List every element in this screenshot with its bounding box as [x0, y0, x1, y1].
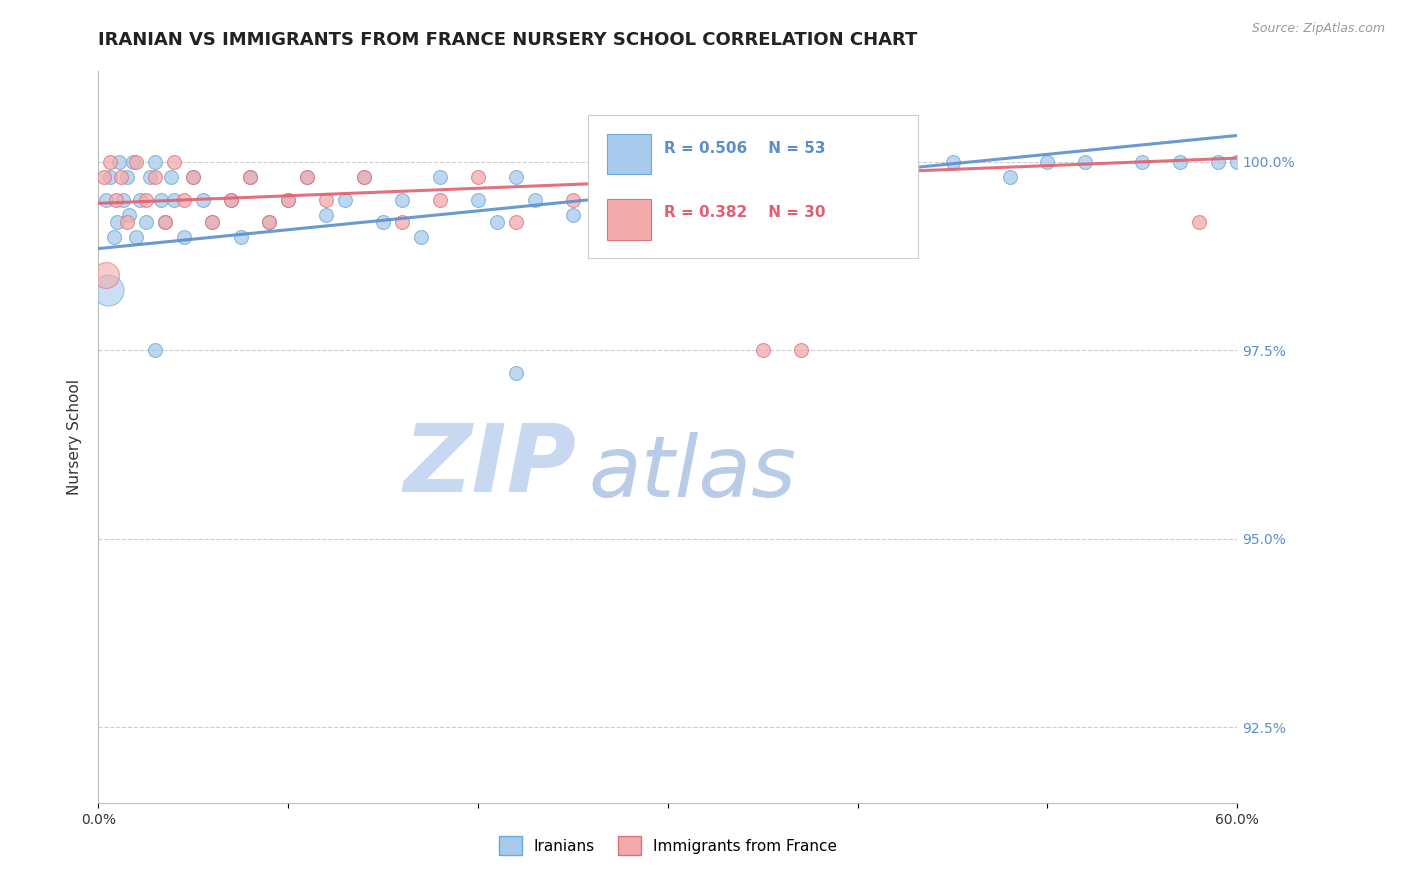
Point: [315, 193, 337, 207]
Point: [562, 208, 585, 222]
Point: [846, 193, 869, 207]
Point: [277, 193, 299, 207]
Point: [94, 268, 117, 282]
Point: [118, 208, 141, 222]
Point: [505, 169, 527, 184]
Point: [98, 154, 121, 169]
Point: [150, 193, 173, 207]
Point: [108, 154, 131, 169]
Point: [429, 193, 451, 207]
Point: [467, 193, 489, 207]
Point: [183, 169, 205, 184]
Point: [239, 169, 262, 184]
Point: [94, 193, 117, 207]
Point: [229, 230, 252, 244]
Point: [942, 154, 965, 169]
Point: [259, 215, 281, 229]
Point: [524, 193, 547, 207]
Point: [115, 215, 138, 229]
Text: IRANIAN VS IMMIGRANTS FROM FRANCE NURSERY SCHOOL CORRELATION CHART: IRANIAN VS IMMIGRANTS FROM FRANCE NURSER…: [98, 31, 918, 49]
Point: [1074, 154, 1097, 169]
Text: R = 0.382    N = 30: R = 0.382 N = 30: [665, 205, 825, 220]
Point: [315, 208, 337, 222]
FancyBboxPatch shape: [607, 199, 651, 240]
Point: [173, 230, 195, 244]
Point: [93, 169, 115, 184]
Point: [103, 230, 125, 244]
Text: Source: ZipAtlas.com: Source: ZipAtlas.com: [1251, 22, 1385, 36]
Point: [371, 215, 394, 229]
Point: [201, 215, 224, 229]
Point: [153, 215, 176, 229]
Point: [221, 193, 243, 207]
Point: [115, 169, 138, 184]
Point: [335, 193, 357, 207]
Point: [1036, 154, 1059, 169]
Point: [411, 230, 433, 244]
Legend: Iranians, Immigrants from France: Iranians, Immigrants from France: [492, 830, 844, 861]
Point: [600, 169, 623, 184]
Point: [619, 169, 641, 184]
Point: [145, 169, 167, 184]
Point: [391, 193, 413, 207]
Point: [110, 169, 132, 184]
Point: [1170, 154, 1192, 169]
Point: [239, 169, 262, 184]
Point: [145, 154, 167, 169]
Point: [138, 169, 160, 184]
Point: [505, 215, 527, 229]
Point: [657, 193, 679, 207]
Point: [657, 193, 679, 207]
Point: [790, 169, 813, 184]
Y-axis label: Nursery School: Nursery School: [67, 379, 83, 495]
Point: [112, 193, 135, 207]
Point: [790, 343, 813, 358]
Point: [135, 193, 157, 207]
FancyBboxPatch shape: [607, 134, 651, 174]
Point: [467, 169, 489, 184]
Point: [277, 193, 299, 207]
Text: ZIP: ZIP: [404, 420, 576, 512]
Point: [145, 343, 167, 358]
Point: [135, 215, 157, 229]
Point: [297, 169, 319, 184]
Point: [998, 169, 1021, 184]
Point: [353, 169, 375, 184]
FancyBboxPatch shape: [588, 115, 918, 258]
Point: [97, 283, 120, 297]
Point: [429, 169, 451, 184]
Point: [159, 169, 181, 184]
Point: [1226, 154, 1249, 169]
Point: [1208, 154, 1230, 169]
Point: [163, 154, 186, 169]
Point: [1188, 215, 1211, 229]
Point: [221, 193, 243, 207]
Point: [173, 193, 195, 207]
Point: [191, 193, 214, 207]
Point: [183, 169, 205, 184]
Point: [107, 215, 129, 229]
Point: [125, 230, 148, 244]
Point: [391, 215, 413, 229]
Point: [505, 366, 527, 380]
Point: [752, 230, 775, 244]
Point: [153, 215, 176, 229]
Point: [259, 215, 281, 229]
Point: [752, 343, 775, 358]
Point: [562, 193, 585, 207]
Point: [129, 193, 152, 207]
Point: [486, 215, 509, 229]
Point: [125, 154, 148, 169]
Point: [121, 154, 143, 169]
Point: [104, 193, 127, 207]
Point: [98, 169, 121, 184]
Point: [201, 215, 224, 229]
Text: R = 0.506    N = 53: R = 0.506 N = 53: [665, 141, 825, 156]
Point: [1132, 154, 1154, 169]
Point: [297, 169, 319, 184]
Text: atlas: atlas: [588, 432, 796, 516]
Point: [353, 169, 375, 184]
Point: [163, 193, 186, 207]
